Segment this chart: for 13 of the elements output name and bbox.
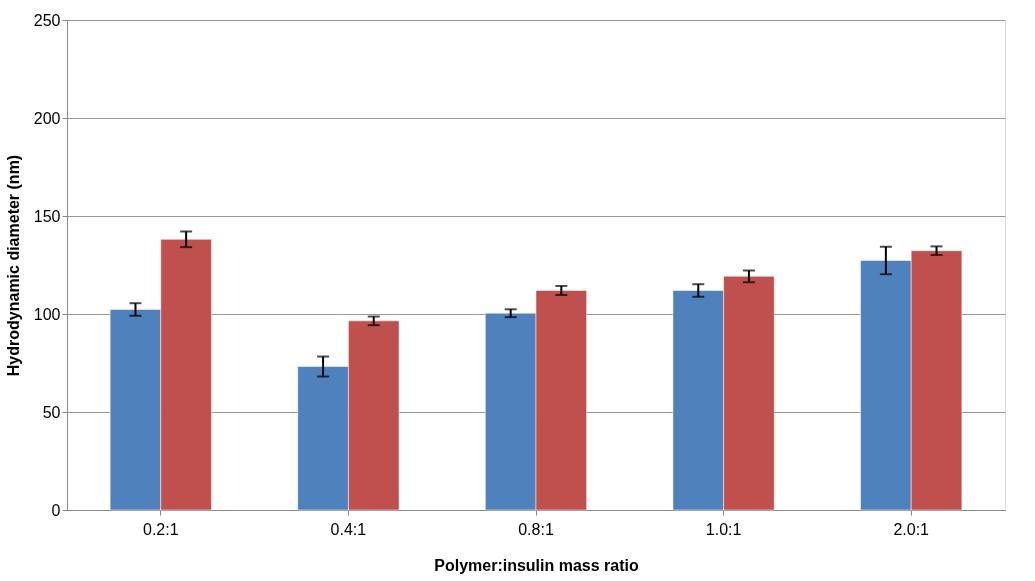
y-tick-label: 250: [33, 11, 61, 29]
x-axis-title: Polymer:insulin mass ratio: [434, 556, 639, 574]
y-tick-label: 0: [51, 501, 61, 519]
y-tick-label: 200: [33, 109, 61, 127]
x-tick-label: 2.0:1: [893, 520, 930, 538]
y-tick-label: 50: [42, 403, 61, 421]
y-axis-title: Hydrodynamic diameter (nm): [4, 154, 22, 377]
x-tick-label: 1.0:1: [705, 520, 742, 538]
x-tick-label: 0.8:1: [518, 520, 554, 538]
x-tick-label: 0.4:1: [330, 520, 367, 538]
x-tick-label: 0.2:1: [143, 520, 179, 538]
y-tick-label: 100: [33, 305, 61, 323]
y-tick-label: 150: [33, 207, 61, 225]
